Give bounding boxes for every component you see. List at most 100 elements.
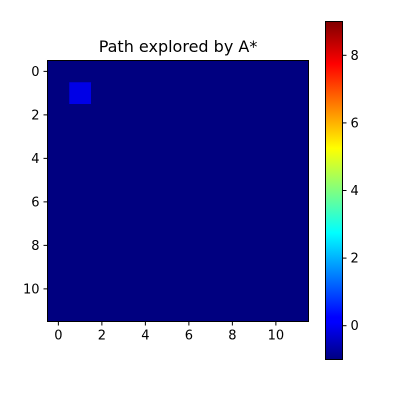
heatmap-cell bbox=[286, 278, 309, 301]
heatmap-cell bbox=[91, 104, 114, 127]
heatmap-cell bbox=[112, 278, 135, 301]
heatmap-cell bbox=[265, 82, 288, 105]
heatmap-cell bbox=[286, 169, 309, 192]
heatmap-cell bbox=[91, 169, 114, 192]
heatmap-cell bbox=[112, 212, 135, 235]
heatmap-cell bbox=[69, 234, 92, 257]
heatmap-cell bbox=[91, 125, 114, 148]
heatmap-cell bbox=[47, 299, 70, 322]
heatmap-cell bbox=[199, 256, 222, 279]
y-axis: 0 2 4 6 8 10 bbox=[23, 65, 48, 297]
y-tick-label: 0 bbox=[31, 65, 39, 80]
y-tick-label: 6 bbox=[31, 195, 39, 210]
heatmap-cell bbox=[134, 125, 157, 148]
heatmap-cell bbox=[178, 82, 201, 105]
heatmap-cell bbox=[47, 234, 70, 257]
heatmap-cell bbox=[47, 256, 70, 279]
heatmap-cell bbox=[156, 104, 179, 127]
heatmap-cell bbox=[178, 299, 201, 322]
heatmap-cell bbox=[221, 299, 244, 322]
colorbar-tick-label: 2 bbox=[351, 252, 359, 267]
heatmap-cell bbox=[243, 256, 266, 279]
heatmap-cell bbox=[199, 60, 222, 83]
heatmap-cell bbox=[243, 60, 266, 83]
y-tick-label: 8 bbox=[31, 239, 39, 254]
heatmap-cell bbox=[69, 299, 92, 322]
colorbar-tick-label: 4 bbox=[351, 184, 359, 199]
heatmap-cell bbox=[134, 82, 157, 105]
heatmap-cell bbox=[134, 256, 157, 279]
x-axis: 0 2 4 6 8 10 bbox=[54, 321, 284, 344]
heatmap-cell bbox=[91, 60, 114, 83]
heatmap-cell bbox=[265, 169, 288, 192]
heatmap-cell bbox=[91, 256, 114, 279]
heatmap-cell bbox=[199, 278, 222, 301]
heatmap-cell bbox=[112, 104, 135, 127]
heatmap-cell bbox=[156, 60, 179, 83]
heatmap-cell bbox=[91, 191, 114, 214]
heatmap-cell bbox=[47, 169, 70, 192]
heatmap-cell bbox=[69, 82, 92, 105]
heatmap-cell bbox=[178, 256, 201, 279]
heatmap-cell bbox=[221, 256, 244, 279]
heatmap-cell bbox=[286, 299, 309, 322]
heatmap-cell bbox=[156, 299, 179, 322]
heatmap-cell bbox=[156, 169, 179, 192]
heatmap-cell bbox=[134, 212, 157, 235]
y-tick-label: 10 bbox=[23, 282, 40, 297]
heatmap-cell bbox=[69, 212, 92, 235]
heatmap-cell bbox=[221, 191, 244, 214]
heatmap-cell bbox=[69, 278, 92, 301]
heatmap-cell bbox=[91, 147, 114, 170]
heatmap-cell bbox=[221, 125, 244, 148]
heatmap-cell bbox=[156, 278, 179, 301]
heatmap-cell bbox=[199, 82, 222, 105]
heatmap-cell bbox=[112, 169, 135, 192]
heatmap-cell bbox=[221, 60, 244, 83]
heatmap-cell bbox=[47, 278, 70, 301]
heatmap-cell bbox=[69, 191, 92, 214]
heatmap-cell bbox=[221, 212, 244, 235]
heatmap-cell bbox=[265, 191, 288, 214]
heatmap-cell bbox=[199, 234, 222, 257]
heatmap-cell bbox=[112, 191, 135, 214]
heatmap-cell bbox=[178, 169, 201, 192]
heatmap-cell bbox=[91, 234, 114, 257]
heatmap-cell bbox=[243, 104, 266, 127]
heatmap-cell bbox=[47, 104, 70, 127]
heatmap-cell bbox=[47, 125, 70, 148]
heatmap-cells bbox=[47, 60, 309, 322]
heatmap-cell bbox=[156, 82, 179, 105]
heatmap-cell bbox=[156, 256, 179, 279]
heatmap-cell bbox=[156, 212, 179, 235]
heatmap-cell bbox=[47, 60, 70, 83]
heatmap-cell bbox=[265, 60, 288, 83]
heatmap-cell bbox=[178, 104, 201, 127]
heatmap-cell bbox=[199, 169, 222, 192]
heatmap-cell bbox=[112, 82, 135, 105]
heatmap-cell bbox=[286, 256, 309, 279]
x-tick-label: 2 bbox=[98, 329, 106, 344]
heatmap-cell bbox=[156, 125, 179, 148]
heatmap-cell bbox=[221, 234, 244, 257]
heatmap-cell bbox=[112, 147, 135, 170]
heatmap-cell bbox=[221, 278, 244, 301]
plot-frame bbox=[47, 60, 309, 322]
heatmap-cell bbox=[286, 82, 309, 105]
heatmap-cell bbox=[199, 104, 222, 127]
heatmap-cell bbox=[243, 212, 266, 235]
heatmap-cell bbox=[134, 147, 157, 170]
heatmap-cell bbox=[265, 125, 288, 148]
heatmap-cell bbox=[156, 234, 179, 257]
heatmap-cell bbox=[199, 147, 222, 170]
heatmap-cell bbox=[134, 104, 157, 127]
heatmap-cell bbox=[156, 147, 179, 170]
x-tick-label: 4 bbox=[141, 329, 149, 344]
heatmap-cell bbox=[286, 60, 309, 83]
heatmap-cell bbox=[178, 278, 201, 301]
heatmap-cell bbox=[286, 147, 309, 170]
chart-title: Path explored by A* bbox=[99, 37, 258, 56]
colorbar-tick-label: 0 bbox=[351, 319, 359, 334]
heatmap-cell bbox=[69, 147, 92, 170]
heatmap-cell bbox=[69, 256, 92, 279]
